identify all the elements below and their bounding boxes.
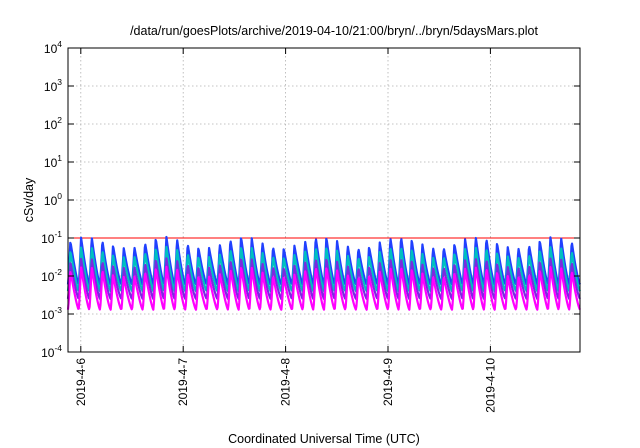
y-tick-base: 10 xyxy=(44,194,58,208)
y-tick-base: 10 xyxy=(41,346,55,360)
y-tick-exponent: 4 xyxy=(57,39,62,49)
series-group xyxy=(66,235,581,311)
y-tick-base: 10 xyxy=(41,308,55,322)
x-tick-labels: 2019-4-6 2019-4-7 2019-4-8 2019-4-9 2019-4-1… xyxy=(74,358,498,413)
x-tick-label: 2019-4-7 xyxy=(176,358,190,406)
y-tick-label: 10-1 xyxy=(41,229,62,246)
x-tick-label: 2019-4-9 xyxy=(381,358,395,406)
y-tick-base: 10 xyxy=(44,80,58,94)
y-tick-base: 10 xyxy=(41,232,55,246)
y-tick-label: 10-3 xyxy=(41,305,62,322)
y-tick-label: 10-2 xyxy=(41,267,62,284)
ticks xyxy=(68,47,580,353)
y-tick-exponent: 2 xyxy=(57,115,62,125)
y-tick-exponent: -4 xyxy=(54,343,62,353)
y-tick-exponent: 1 xyxy=(57,153,62,163)
y-tick-exponent: 3 xyxy=(57,77,62,87)
y-tick-base: 10 xyxy=(41,270,55,284)
y-axis-label: cSv/day xyxy=(22,177,36,222)
series-line xyxy=(66,265,581,311)
y-tick-base: 10 xyxy=(44,156,58,170)
chart-title: /data/run/goesPlots/archive/2019-04-10/2… xyxy=(130,24,538,38)
y-tick-exponent: -2 xyxy=(54,267,62,277)
x-tick-label: 2019-4-8 xyxy=(279,358,293,406)
x-axis-label: Coordinated Universal Time (UTC) xyxy=(228,432,420,446)
y-tick-label: 100 xyxy=(44,191,62,208)
y-tick-label: 104 xyxy=(44,39,62,56)
y-tick-exponent: 0 xyxy=(57,191,62,201)
y-tick-exponent: -1 xyxy=(54,229,62,239)
y-tick-exponent: -3 xyxy=(54,305,62,315)
y-tick-base: 10 xyxy=(44,42,58,56)
y-tick-label: 101 xyxy=(44,153,62,170)
x-tick-label: 2019-4-10 xyxy=(483,358,497,413)
y-tick-label: 102 xyxy=(44,115,62,132)
y-tick-label: 103 xyxy=(44,77,62,94)
x-tick-label: 2019-4-6 xyxy=(74,358,88,406)
y-tick-base: 10 xyxy=(44,118,58,132)
y-tick-label: 10-4 xyxy=(41,343,62,360)
